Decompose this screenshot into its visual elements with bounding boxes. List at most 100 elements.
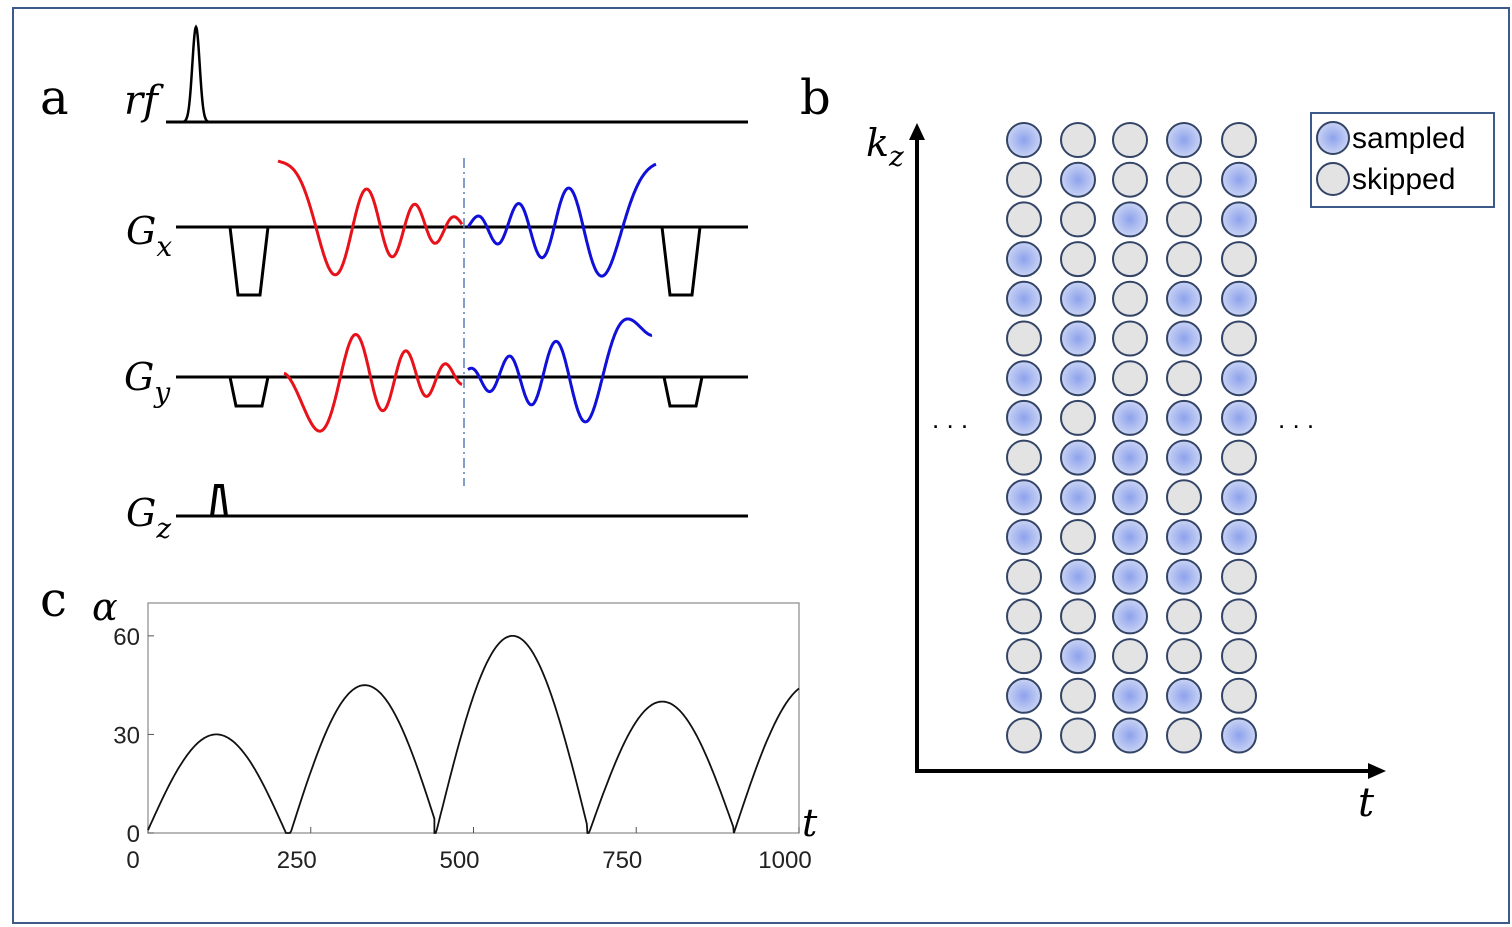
sampled-point [1221, 360, 1257, 397]
sampled-point [1166, 677, 1202, 714]
x-axis-label: t [802, 801, 818, 845]
skipped-point [1060, 677, 1096, 714]
plot-area [147, 602, 800, 834]
skipped-point [1166, 241, 1202, 278]
gy-label-main: G [124, 355, 154, 399]
x-tick-label: 750 [602, 847, 642, 874]
kz-axis-label: kz [866, 121, 904, 173]
sampled-point [1006, 360, 1042, 397]
skipped-point [1112, 280, 1148, 317]
sampled-point [1112, 519, 1148, 555]
skipped-point [1006, 638, 1042, 675]
rf-pulse [182, 24, 214, 124]
skipped-point [1006, 201, 1042, 238]
x-tick-label: 0 [126, 847, 139, 874]
legend-sampled-label: sampled [1352, 122, 1465, 155]
skipped-point [1221, 598, 1257, 635]
ellipsis-left: . . . [932, 404, 968, 434]
sampled-point [1112, 677, 1148, 714]
sampled-point [1112, 439, 1148, 476]
skipped-point [1060, 598, 1096, 635]
sampled-point [1221, 519, 1257, 555]
gz-label: Gz [126, 491, 171, 545]
sampled-point [1112, 399, 1148, 436]
skipped-point [1166, 717, 1202, 754]
sampled-point [1166, 519, 1202, 555]
sampled-point [1060, 439, 1096, 476]
gy-waveform-first-half [283, 333, 463, 433]
skipped-point [1221, 638, 1257, 675]
skipped-point [1112, 320, 1148, 357]
gx-waveform-second-half [466, 162, 657, 278]
ellipsis-right: . . . [1278, 404, 1314, 434]
gy-prewinder-trapezoid [228, 376, 270, 408]
skipped-point [1006, 161, 1042, 198]
kz-axis-arrowhead [909, 123, 925, 140]
y-tick-label: 0 [127, 821, 140, 848]
skipped-point [1060, 519, 1096, 555]
kz-axis-label-sub: z [888, 140, 904, 173]
kz-axis-label-main: k [866, 121, 889, 165]
sampled-point [1060, 479, 1096, 516]
sampled-point [1221, 161, 1257, 198]
sampled-point [1112, 479, 1148, 516]
y-axis-label: α [92, 585, 118, 629]
sampled-point [1006, 479, 1042, 516]
sampled-point [1060, 638, 1096, 675]
x-tick-label: 1000 [758, 847, 811, 874]
sampled-point [1060, 280, 1096, 317]
legend-skipped-icon [1316, 162, 1350, 196]
sampled-point [1166, 122, 1202, 158]
sampled-point [1166, 280, 1202, 317]
sampled-point [1006, 399, 1042, 436]
sampled-point [1112, 201, 1148, 238]
panel-b: b kz t . . . . . . sampled skipped [800, 70, 1495, 826]
sampled-point [1166, 320, 1202, 357]
gy-label-sub: y [152, 376, 171, 409]
kspace-grid [1006, 122, 1257, 754]
skipped-point [1166, 201, 1202, 238]
skipped-point [1112, 360, 1148, 397]
alpha-curve [147, 635, 800, 834]
skipped-point [1166, 161, 1202, 198]
gx-prewinder-trapezoid [228, 226, 270, 297]
sampled-point [1006, 280, 1042, 317]
sampled-point [1166, 439, 1202, 476]
sampled-point [1006, 241, 1042, 278]
sampled-point [1221, 717, 1257, 754]
gy-waveform-second-half [467, 317, 653, 424]
sampled-point [1112, 558, 1148, 595]
sampled-point [1060, 360, 1096, 397]
sampled-point [1006, 122, 1042, 158]
legend-skipped-label: skipped [1352, 163, 1455, 196]
gy-rewinder-trapezoid [662, 376, 704, 408]
gx-label: Gx [126, 209, 172, 263]
skipped-point [1006, 439, 1042, 476]
x-tick-label: 250 [277, 847, 317, 874]
panel-c: c α t 0 250 500 750 1000 0 30 60 [40, 572, 818, 874]
skipped-point [1006, 717, 1042, 754]
sampled-point [1112, 598, 1148, 635]
gy-label: Gy [124, 355, 171, 409]
gz-blip [210, 484, 228, 517]
figure-frame [12, 7, 1510, 924]
skipped-point [1221, 558, 1257, 595]
skipped-point [1221, 677, 1257, 714]
panel-label-a: a [40, 70, 69, 126]
skipped-point [1166, 598, 1202, 635]
skipped-point [1221, 122, 1257, 158]
gz-label-sub: z [155, 512, 171, 545]
sampled-point [1221, 201, 1257, 238]
skipped-point [1060, 399, 1096, 436]
legend: sampled skipped [1310, 112, 1495, 208]
skipped-point [1166, 479, 1202, 516]
skipped-point [1006, 320, 1042, 357]
skipped-point [1221, 320, 1257, 357]
sampled-point [1060, 558, 1096, 595]
rf-label: rf [124, 78, 164, 124]
sampled-point [1060, 161, 1096, 198]
y-tick-label: 60 [113, 624, 140, 651]
sampled-point [1006, 677, 1042, 714]
panel-a: a rf Gx Gy Gz [40, 24, 748, 545]
skipped-point [1166, 360, 1202, 397]
